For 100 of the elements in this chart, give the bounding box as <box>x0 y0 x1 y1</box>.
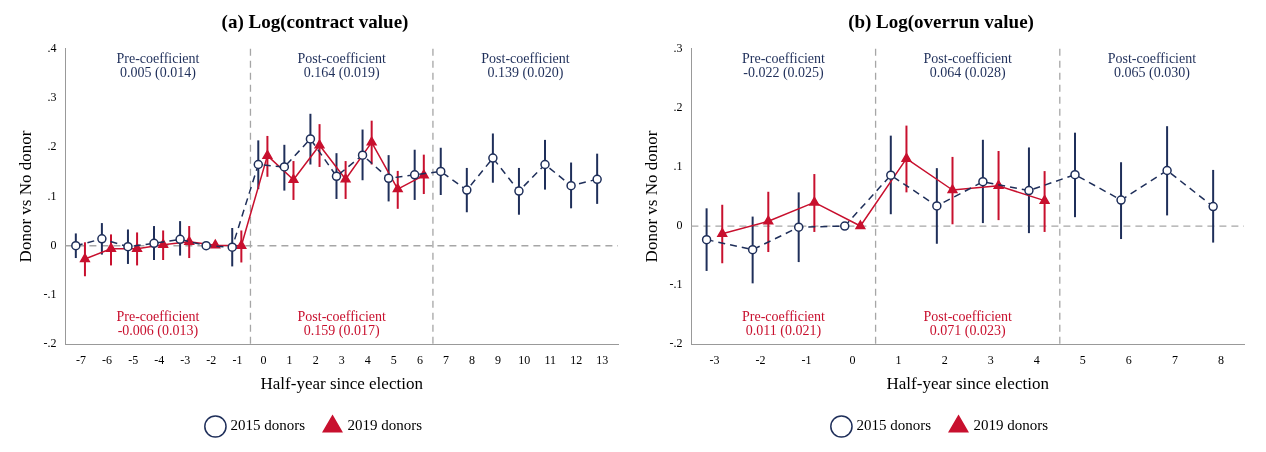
x-tick-label: -2 <box>755 352 766 367</box>
x-tick-label: 4 <box>364 352 371 367</box>
x-tick-label: -5 <box>128 352 139 367</box>
legend-label: 2015 donors <box>230 417 306 434</box>
chart-title: (b) Log(overrun value) <box>848 11 1034 34</box>
point <box>253 159 264 170</box>
x-tick-label: 3 <box>987 352 994 367</box>
point <box>149 238 159 249</box>
point <box>279 162 290 172</box>
x-tick-label: 8 <box>1217 352 1224 367</box>
annotation: Pre-coefficient 0.011 (0.021) <box>742 308 826 339</box>
point <box>514 186 524 196</box>
point <box>227 242 237 252</box>
point <box>1070 169 1080 180</box>
x-tick-label: -6 <box>102 352 113 367</box>
annotation: Post-coefficient 0.139 (0.020) <box>481 51 570 82</box>
x-tick-label: 1 <box>286 352 293 367</box>
point <box>839 221 850 231</box>
x-tick-label: 4 <box>1033 352 1040 367</box>
point <box>462 185 472 195</box>
point <box>978 176 988 187</box>
x-tick-label: 5 <box>1079 352 1086 367</box>
y-tick-label: .4 <box>47 40 57 55</box>
point <box>701 234 712 245</box>
point <box>132 242 143 252</box>
x-axis-title: Half-year since election <box>886 374 1050 394</box>
y-tick-label: -.2 <box>43 336 57 351</box>
point <box>1039 194 1050 204</box>
x-tick-label: 8 <box>469 352 476 367</box>
y-tick-label: .3 <box>47 90 57 105</box>
x-tick-label: 9 <box>495 352 502 367</box>
y-tick-label: -.2 <box>669 336 683 351</box>
y-tick-label: -.1 <box>669 277 683 292</box>
x-tick-label: 6 <box>1125 352 1132 367</box>
point <box>592 174 602 185</box>
legend-label: 2015 donors <box>856 417 932 434</box>
point <box>886 170 896 180</box>
y-tick-label: 0 <box>676 218 683 233</box>
y-tick-label: .1 <box>47 188 57 203</box>
point <box>901 152 912 162</box>
point <box>809 196 820 206</box>
legend-label: 2019 donors <box>347 417 423 434</box>
point <box>932 201 942 211</box>
point <box>392 183 403 193</box>
point <box>1116 195 1126 205</box>
x-tick-label: 12 <box>570 352 583 367</box>
point <box>383 173 394 184</box>
point <box>793 222 804 232</box>
point <box>717 227 728 237</box>
point <box>488 153 498 163</box>
y-axis-title: Donor vs No donor <box>641 130 661 263</box>
point <box>262 149 273 159</box>
y-axis-title: Donor vs No donor <box>15 130 35 263</box>
point <box>1208 201 1218 212</box>
point <box>747 244 758 255</box>
x-tick-label: 0 <box>849 352 856 367</box>
x-tick-label: -4 <box>154 352 165 367</box>
x-tick-label: 0 <box>260 352 267 367</box>
annotation: Post-coefficient 0.159 (0.017) <box>297 308 386 339</box>
x-tick-label: 11 <box>544 352 557 367</box>
y-tick-label: .2 <box>673 100 683 115</box>
point <box>566 180 576 191</box>
annotation: Post-coefficient 0.071 (0.023) <box>923 308 1012 339</box>
point <box>71 240 81 251</box>
y-tick-label: -.1 <box>43 287 57 302</box>
point <box>357 150 368 160</box>
point <box>236 239 247 249</box>
point <box>366 136 377 146</box>
x-tick-label: -3 <box>709 352 720 367</box>
point <box>175 234 185 245</box>
point <box>79 253 91 263</box>
legend-label: 2019 donors <box>973 417 1049 434</box>
point <box>201 240 211 251</box>
y-tick-label: .1 <box>673 159 683 174</box>
x-tick-label: -1 <box>232 352 243 367</box>
point <box>305 134 316 144</box>
point <box>97 234 107 244</box>
x-tick-label: -3 <box>180 352 191 367</box>
x-tick-label: 1 <box>895 352 902 367</box>
point <box>340 173 351 183</box>
annotation: Pre-coefficient 0.005 (0.014) <box>116 51 200 82</box>
y-tick-label: 0 <box>50 237 57 252</box>
x-tick-label: 6 <box>416 352 423 367</box>
x-tick-label: 3 <box>338 352 345 367</box>
x-tick-label: 7 <box>1171 352 1178 367</box>
point <box>947 184 958 194</box>
x-tick-label: 2 <box>312 352 319 367</box>
y-tick-label: .2 <box>47 139 57 154</box>
annotation: Pre-coefficient -0.022 (0.025) <box>742 51 826 82</box>
point <box>1162 165 1172 176</box>
point <box>123 241 133 252</box>
x-tick-label: 13 <box>596 352 609 367</box>
point <box>184 236 195 246</box>
x-tick-label: 2 <box>941 352 948 367</box>
x-tick-label: 10 <box>518 352 531 367</box>
point <box>1024 185 1034 196</box>
x-tick-label: -1 <box>801 352 812 367</box>
annotation: Post-coefficient 0.164 (0.019) <box>297 51 386 82</box>
x-tick-label: -2 <box>206 352 217 367</box>
point <box>409 170 420 180</box>
